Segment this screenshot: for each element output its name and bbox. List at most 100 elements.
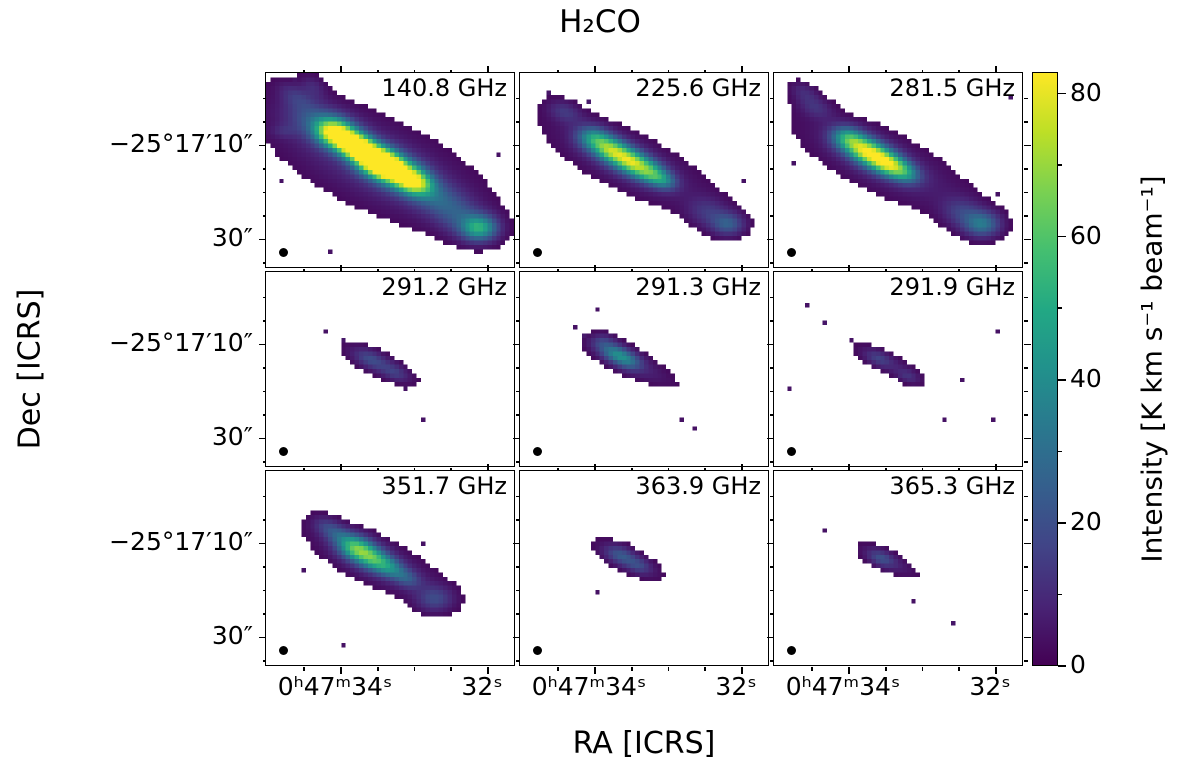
axis-tick — [884, 69, 887, 73]
axis-tick — [516, 296, 520, 299]
axis-tick — [1024, 191, 1028, 194]
axis-tick — [513, 636, 520, 639]
axis-tick — [770, 566, 774, 568]
beam-ellipse — [787, 447, 796, 456]
axis-tick — [921, 268, 924, 272]
axis-tick — [516, 566, 520, 568]
axis-tick — [1024, 414, 1028, 416]
axis-tick — [770, 296, 774, 299]
axis-tick — [770, 215, 774, 217]
intensity-map-canvas — [520, 471, 768, 665]
axis-tick — [884, 467, 887, 471]
axis-tick — [594, 269, 596, 276]
axis-tick — [516, 613, 520, 615]
panel-frequency-label: 365.3 GHz — [889, 472, 1015, 500]
ra-tick-label: 0ʰ47ᵐ34ˢ — [277, 672, 393, 701]
axis-tick — [557, 467, 560, 471]
axis-tick — [516, 144, 523, 147]
axis-tick — [630, 269, 633, 273]
axis-tick — [995, 464, 997, 471]
colorbar-tick-label: 80 — [1070, 77, 1102, 107]
axis-tick — [516, 97, 520, 100]
colorbar-tick — [1058, 665, 1066, 667]
axis-tick — [1024, 144, 1031, 147]
axis-tick — [741, 464, 743, 471]
axis-tick — [450, 667, 453, 671]
axis-tick — [262, 495, 266, 498]
axis-tick — [770, 636, 777, 639]
panel-frequency-label: 140.8 GHz — [381, 74, 507, 102]
axis-tick — [594, 265, 596, 272]
colorbar-title: Intensity [K km s⁻¹ beam⁻¹] — [1135, 175, 1169, 563]
axis-tick — [811, 667, 814, 671]
axis-tick — [770, 238, 777, 241]
axis-tick — [667, 269, 670, 273]
axis-tick — [741, 265, 743, 272]
axis-tick — [667, 69, 670, 73]
axis-tick — [704, 269, 707, 273]
axis-tick — [516, 121, 520, 123]
axis-tick — [516, 296, 520, 299]
axis-tick — [770, 461, 774, 463]
intensity-map-canvas — [774, 471, 1022, 665]
axis-tick — [450, 268, 453, 272]
axis-tick — [413, 268, 416, 272]
ra-tick-label: 32ˢ — [461, 672, 503, 701]
axis-tick — [1024, 437, 1031, 440]
intensity-map-canvas — [520, 73, 768, 267]
axis-tick — [262, 367, 266, 369]
axis-tick — [1024, 215, 1028, 217]
axis-tick — [770, 191, 774, 194]
axis-tick — [516, 121, 520, 123]
axis-tick — [995, 66, 997, 73]
axis-tick — [340, 265, 342, 272]
axis-tick — [262, 390, 266, 393]
axis-tick — [516, 238, 523, 241]
axis-tick — [376, 269, 379, 273]
axis-tick — [770, 589, 774, 592]
ra-tick-label: 0ʰ47ᵐ34ˢ — [785, 672, 901, 701]
axis-tick — [770, 168, 774, 170]
axis-tick — [516, 589, 520, 592]
axis-tick — [1024, 296, 1028, 299]
axis-tick — [513, 542, 520, 545]
axis-tick — [770, 121, 774, 123]
axis-tick — [770, 495, 774, 498]
axis-tick — [770, 296, 774, 299]
axis-tick — [704, 467, 707, 471]
beam-ellipse — [279, 646, 288, 655]
axis-tick — [958, 667, 961, 671]
axis-tick — [516, 215, 520, 217]
y-axis-label: Dec [ICRS] — [12, 288, 48, 450]
axis-tick — [741, 667, 743, 674]
axis-tick — [259, 238, 266, 241]
map-panel: 140.8 GHz — [259, 66, 523, 276]
axis-tick — [259, 144, 266, 147]
colorbar — [1032, 72, 1058, 666]
colorbar-tick — [1058, 92, 1066, 95]
figure-title: H₂CO — [559, 4, 641, 40]
axis-tick — [376, 468, 379, 472]
axis-tick — [516, 461, 520, 463]
axis-tick — [811, 69, 814, 73]
axis-tick — [594, 66, 596, 73]
axis-tick — [884, 667, 887, 671]
axis-tick — [811, 467, 814, 471]
axis-tick — [303, 468, 306, 472]
axis-tick — [516, 519, 520, 521]
axis-tick — [259, 437, 266, 440]
panel-frequency-label: 351.7 GHz — [381, 472, 507, 500]
beam-ellipse — [279, 248, 288, 257]
intensity-map-canvas — [774, 272, 1022, 466]
axis-tick — [995, 269, 997, 276]
axis-tick — [704, 69, 707, 73]
axis-tick — [770, 144, 777, 147]
beam-ellipse — [533, 447, 542, 456]
axis-tick — [848, 269, 850, 276]
axis-tick — [376, 667, 379, 671]
axis-tick — [303, 667, 306, 671]
axis-tick — [516, 390, 520, 393]
axis-tick — [770, 343, 777, 346]
axis-tick — [594, 667, 596, 674]
axis-tick — [516, 414, 520, 416]
